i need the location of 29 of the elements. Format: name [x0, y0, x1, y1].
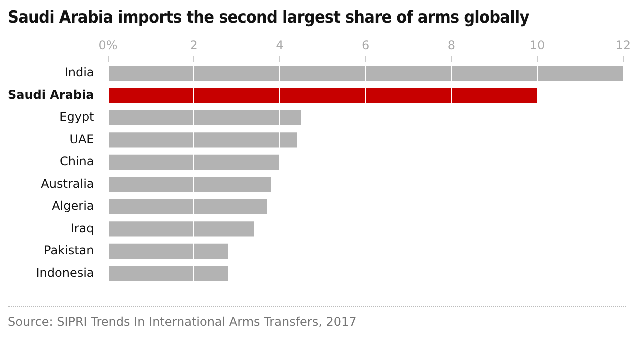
x-tick-label: 6 [362, 38, 370, 52]
bar [108, 110, 302, 126]
y-tick-label: Algeria [52, 199, 94, 214]
y-tick-label: Egypt [60, 110, 95, 124]
bar [108, 222, 254, 237]
x-tick-label: 8 [448, 38, 456, 52]
bar [108, 132, 298, 148]
x-tick-label: 0% [98, 38, 118, 52]
x-tick-label: 2 [190, 38, 198, 52]
bar [108, 154, 280, 170]
y-tick-label: UAE [70, 132, 94, 146]
y-tick-label: Iraq [70, 221, 94, 236]
y-tick-label: Pakistan [44, 244, 94, 258]
chart-title: Saudi Arabia imports the second largest share of arms globally [8, 8, 530, 28]
bar [108, 66, 624, 82]
source-note: Source: SIPRI Trends In International Arms Transfers, 2017 [8, 306, 626, 329]
y-tick-label: China [60, 154, 94, 169]
y-tick-label: Indonesia [36, 266, 94, 280]
x-tick-label: 10 [530, 38, 546, 52]
y-tick-label: India [64, 66, 94, 80]
bar [108, 177, 272, 192]
bar [108, 199, 268, 215]
bar [108, 244, 228, 259]
y-tick-label: Australia [41, 176, 94, 191]
x-tick-label: 12 [616, 38, 632, 52]
bar [108, 88, 538, 104]
x-tick-label: 4 [276, 38, 284, 52]
y-tick-label: Saudi Arabia [8, 88, 94, 102]
bar [108, 266, 228, 282]
